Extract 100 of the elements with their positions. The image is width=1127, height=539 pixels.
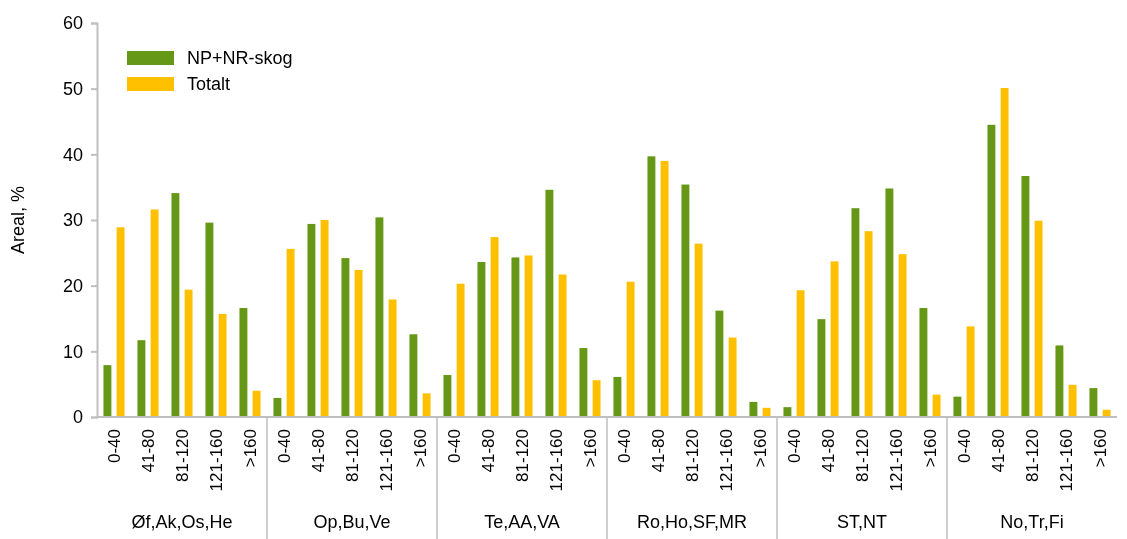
bar — [524, 255, 533, 417]
bar — [864, 231, 873, 417]
x-tick-label: >160 — [921, 429, 940, 468]
bar — [783, 407, 792, 417]
x-tick-label: 121-160 — [717, 429, 736, 492]
x-tick-label: 81-120 — [343, 429, 362, 482]
bar — [137, 340, 146, 417]
x-tick-label: >160 — [751, 429, 770, 468]
text: Op,Bu,Ve — [313, 512, 391, 532]
bar — [953, 396, 962, 417]
x-tick-label: 41-80 — [819, 429, 838, 473]
x-tick-label: 81-120 — [1023, 429, 1042, 482]
bar — [354, 269, 363, 417]
bar — [1055, 345, 1064, 417]
x-tick-label: 0-40 — [445, 429, 464, 464]
bar — [1068, 384, 1077, 417]
bar — [286, 248, 295, 417]
y-tick-label: 30 — [62, 210, 83, 231]
legend-label: Totalt — [187, 74, 231, 94]
bar — [613, 376, 622, 417]
bar — [422, 393, 431, 417]
bar — [592, 380, 601, 417]
bar — [817, 319, 826, 417]
bar — [898, 254, 907, 417]
y-tick-label: 0 — [72, 407, 83, 428]
bar — [320, 220, 329, 417]
bar — [218, 313, 227, 417]
bar — [252, 390, 261, 417]
y-tick-label: 20 — [62, 275, 83, 296]
bar — [660, 160, 669, 417]
x-tick-label: 121-160 — [1057, 429, 1076, 492]
bar — [919, 307, 928, 417]
x-tick-label: >160 — [411, 429, 430, 468]
x-tick-label: 0-40 — [275, 429, 294, 464]
bar — [626, 281, 635, 417]
x-tick-label: 121-160 — [207, 429, 226, 492]
bar — [150, 209, 159, 417]
bar — [205, 222, 214, 417]
x-tick-label: 81-120 — [173, 429, 192, 482]
text: ST,NT — [836, 512, 888, 532]
bar — [307, 223, 316, 417]
y-tick-label: 50 — [62, 78, 83, 99]
x-tick-label: 81-120 — [853, 429, 872, 482]
y-tick-label: 60 — [62, 13, 83, 34]
bar — [388, 299, 397, 417]
bar — [341, 258, 350, 417]
bar — [558, 274, 567, 417]
x-tick-label: 0-40 — [615, 429, 634, 464]
bar — [375, 217, 384, 417]
bar — [851, 208, 860, 417]
x-tick-label: 41-80 — [989, 429, 1008, 473]
bar — [987, 124, 996, 417]
bar — [443, 374, 452, 417]
bar — [171, 193, 180, 417]
x-tick-label: 0-40 — [955, 429, 974, 464]
bar — [796, 290, 805, 417]
text: Te,AA,VA — [484, 512, 560, 532]
x-tick-label: 41-80 — [479, 429, 498, 473]
text: Ro,Ho,SF,MR — [636, 512, 748, 532]
bar — [1021, 176, 1030, 417]
bar — [1000, 88, 1009, 417]
bar — [715, 310, 724, 417]
x-tick-label: >160 — [581, 429, 600, 468]
text: Øf,Ak,Os,He — [131, 512, 233, 532]
bar — [1089, 388, 1098, 417]
bar — [694, 243, 703, 417]
y-tick-label: 40 — [62, 144, 83, 165]
x-tick-label: 121-160 — [887, 429, 906, 492]
x-tick-label: 41-80 — [649, 429, 668, 473]
x-tick-label: 121-160 — [547, 429, 566, 492]
bar — [545, 189, 554, 417]
bar — [184, 289, 193, 417]
bar — [728, 337, 737, 417]
bar — [511, 257, 520, 417]
bar — [647, 156, 656, 417]
x-tick-label: 81-120 — [513, 429, 532, 482]
bar — [579, 348, 588, 417]
bar — [885, 188, 894, 417]
bar — [966, 326, 975, 417]
bar — [456, 283, 465, 417]
bar — [490, 237, 499, 417]
bar — [830, 261, 839, 417]
bar — [749, 401, 758, 417]
bar — [477, 262, 486, 417]
y-axis-title: Areal, % — [8, 185, 28, 255]
bar — [103, 365, 112, 417]
text: No,Tr,Fi — [1000, 512, 1064, 532]
bar — [239, 307, 248, 417]
x-tick-label: 0-40 — [785, 429, 804, 464]
x-tick-label: 41-80 — [139, 429, 158, 473]
x-tick-label: 41-80 — [309, 429, 328, 473]
x-tick-label: >160 — [241, 429, 260, 468]
x-tick-label: 121-160 — [377, 429, 396, 492]
bar — [409, 334, 418, 417]
bar — [681, 184, 690, 417]
bar — [1034, 220, 1043, 417]
legend-label: NP+NR-skog — [187, 48, 293, 68]
x-tick-label: 81-120 — [683, 429, 702, 482]
y-tick-label: 10 — [62, 341, 83, 362]
bar — [116, 227, 125, 417]
